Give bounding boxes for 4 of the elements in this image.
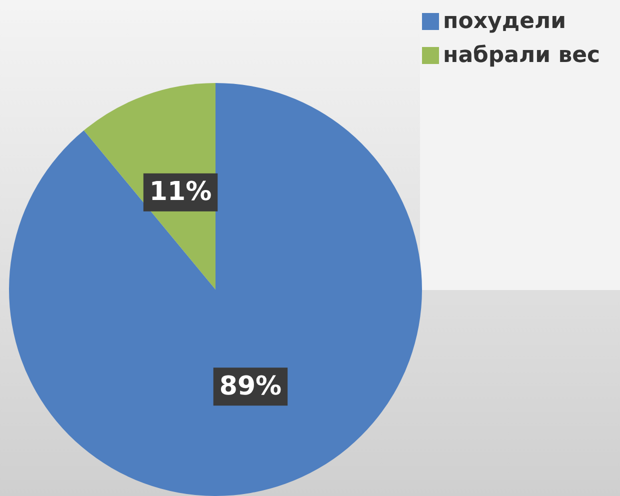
data-label: 89% bbox=[219, 371, 282, 402]
legend-label: похудели bbox=[443, 8, 566, 34]
data-label: 11% bbox=[149, 177, 212, 208]
legend-label: набрали вес bbox=[443, 42, 600, 68]
